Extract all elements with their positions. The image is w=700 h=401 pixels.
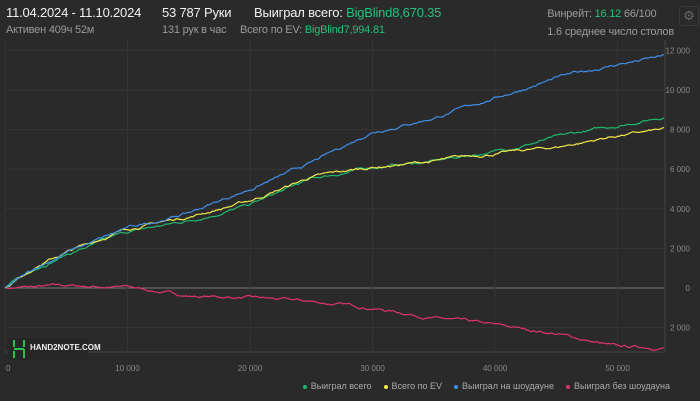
- logo-mark-icon: [13, 340, 25, 358]
- hands-per-hour: 131 рук в час: [162, 24, 227, 36]
- won-total-label: Выиграл всего:: [254, 5, 343, 20]
- legend-item-ev[interactable]: Всего по EV: [383, 381, 443, 391]
- hand2note-logo: HAND2NOTE.COM: [8, 338, 101, 360]
- legend-label: Выиграл на шоудауне: [462, 381, 554, 391]
- series-line-2: [4, 53, 665, 289]
- gear-icon[interactable]: ⚙: [679, 6, 699, 26]
- legend-label: Всего по EV: [391, 381, 443, 391]
- date-range[interactable]: 11.04.2024 - 11.10.2024: [6, 5, 142, 20]
- won-total-value: BigBlind8,670.35: [346, 5, 442, 20]
- legend-dot: [454, 384, 459, 389]
- winrate-value: 16.12: [594, 8, 622, 20]
- hands-count: 53 787 Руки: [162, 5, 232, 20]
- x-tick-label: 10 000: [115, 364, 140, 373]
- y-tick-label: 2 000: [670, 324, 691, 333]
- series-line-3: [5, 283, 665, 352]
- y-tick-label: 8 000: [670, 126, 691, 135]
- y-tick-label: 2 000: [670, 244, 691, 253]
- y-tick-label: 10 000: [666, 86, 691, 95]
- winrate-block: Винрейт: 16.12 66/100 1.6 среднее число …: [547, 5, 674, 41]
- ev-label: Всего по EV:: [240, 24, 302, 36]
- legend-label: Выиграл всего: [310, 381, 372, 391]
- avg-tables: 1.6 среднее число столов: [547, 26, 674, 38]
- legend-label: Выиграл без шоудауна: [574, 381, 670, 391]
- logo-text: HAND2NOTE.COM: [30, 343, 101, 352]
- ev-total: Всего по EV: BigBlind7,994.81: [240, 24, 385, 36]
- legend-item-nonshowdown[interactable]: Выиграл без шоудауна: [566, 381, 670, 391]
- y-tick-label: 4 000: [670, 205, 691, 214]
- winrate-per: 66/100: [623, 8, 657, 20]
- y-tick-label: 0: [686, 284, 691, 293]
- legend-dot: [566, 384, 570, 389]
- x-tick-label: 0: [6, 364, 11, 373]
- legend-dot: [302, 384, 307, 389]
- y-tick-label: 12 000: [666, 46, 691, 55]
- legend: Выиграл всего Всего по EV Выиграл на шоу…: [302, 381, 670, 391]
- legend-item-won[interactable]: Выиграл всего: [302, 381, 372, 391]
- active-time: Активен 409ч 52м: [6, 24, 95, 36]
- winrate-label: Винрейт:: [547, 8, 592, 20]
- x-tick-label: 30 000: [360, 364, 385, 373]
- legend-dot: [383, 384, 388, 389]
- series-line-0: [4, 117, 665, 289]
- won-total: Выиграл всего: BigBlind8,670.35: [254, 5, 441, 20]
- series-line-1: [4, 127, 665, 289]
- y-tick-label: 6 000: [670, 165, 691, 174]
- x-tick-label: 40 000: [483, 364, 508, 373]
- legend-item-showdown[interactable]: Выиграл на шоудауне: [454, 381, 554, 391]
- x-tick-label: 20 000: [238, 364, 263, 373]
- x-tick-label: 50 000: [605, 364, 630, 373]
- ev-value: BigBlind7,994.81: [304, 24, 385, 36]
- winrate: Винрейт: 16.12 66/100: [547, 5, 674, 23]
